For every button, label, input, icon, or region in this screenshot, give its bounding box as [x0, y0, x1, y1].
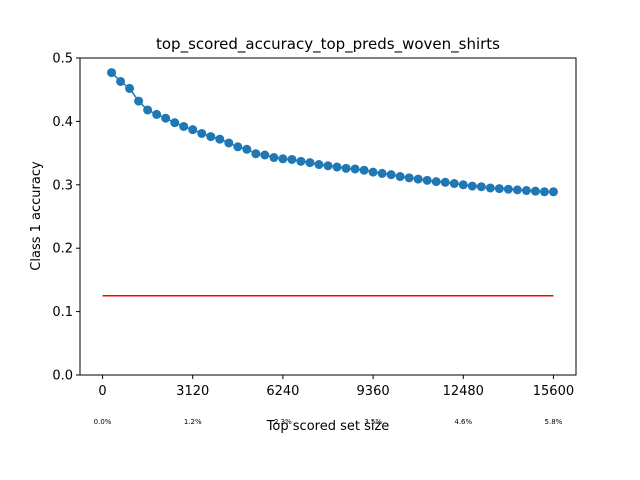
y-axis-label: Class 1 accuracy: [29, 161, 44, 271]
plot-area: [79, 57, 577, 376]
y-axis-ticks: 0.0 0.1 0.2 0.3 0.4 0.5: [52, 52, 80, 384]
data-point: [260, 150, 270, 160]
data-point: [431, 177, 441, 187]
data-point: [197, 128, 207, 138]
data-point: [215, 134, 225, 144]
data-point: [323, 161, 333, 171]
percent-label: 1.2%: [184, 418, 202, 426]
data-point: [467, 181, 477, 191]
data-point: [539, 187, 549, 197]
y-tick-label: 0.2: [52, 242, 73, 257]
x-tick-label: 9360: [357, 384, 390, 399]
percent-label: 5.8%: [545, 418, 563, 426]
data-point: [125, 83, 135, 93]
data-point: [188, 125, 198, 135]
data-point: [332, 162, 342, 172]
data-point: [152, 109, 162, 119]
data-point: [512, 185, 522, 195]
percent-label: 2.3%: [274, 418, 292, 426]
data-point: [251, 149, 261, 159]
data-point: [413, 174, 423, 184]
data-point: [269, 153, 279, 163]
data-point: [404, 173, 414, 183]
data-point: [161, 113, 171, 123]
data-point: [224, 138, 234, 148]
y-tick-label: 0.3: [52, 178, 73, 193]
data-point: [368, 167, 378, 177]
y-tick-label: 0.5: [52, 52, 73, 67]
data-point: [233, 142, 243, 152]
data-point: [107, 68, 117, 78]
data-point: [521, 186, 531, 196]
percent-label: 0.0%: [94, 418, 112, 426]
data-point: [134, 96, 144, 106]
data-point: [548, 187, 558, 197]
y-tick-label: 0.0: [52, 369, 73, 384]
data-point: [494, 184, 504, 194]
data-point: [287, 154, 297, 164]
data-point: [314, 160, 324, 170]
y-tick-label: 0.1: [52, 305, 73, 320]
data-point: [170, 118, 180, 128]
data-point: [143, 105, 153, 115]
data-point: [458, 180, 468, 190]
plot-frame: [79, 57, 577, 376]
x-tick-label: 15600: [533, 384, 574, 399]
x-tick-label: 6240: [266, 384, 299, 399]
secondary-x-labels: 0.0% 1.2% 2.3% 3.5% 4.6% 5.8%: [94, 418, 563, 426]
data-point: [116, 76, 126, 86]
data-point: [296, 156, 306, 166]
data-point: [377, 168, 387, 178]
data-point: [206, 132, 216, 142]
x-tick-label: 12480: [443, 384, 484, 399]
data-point: [485, 183, 495, 193]
data-point: [359, 165, 369, 175]
plot-background: [80, 58, 576, 375]
data-point: [386, 170, 396, 180]
y-tick-label: 0.4: [52, 115, 73, 130]
data-point: [449, 179, 459, 189]
data-point: [476, 182, 486, 192]
chart-title: top_scored_accuracy_top_preds_woven_shir…: [156, 35, 500, 54]
x-tick-label: 3120: [176, 384, 209, 399]
percent-label: 4.6%: [454, 418, 472, 426]
percent-label: 3.5%: [364, 418, 382, 426]
data-point: [305, 158, 315, 168]
data-point: [179, 121, 189, 131]
data-point: [242, 144, 252, 154]
data-point: [278, 154, 288, 164]
data-point: [440, 177, 450, 187]
data-point: [530, 186, 540, 196]
data-point: [395, 172, 405, 182]
data-point: [422, 175, 432, 185]
data-point: [341, 163, 351, 173]
x-tick-label: 0: [98, 384, 106, 399]
x-axis-ticks: 0 3120 6240 9360 12480 15600: [98, 375, 574, 399]
x-axis-label: Top scored set size: [266, 419, 390, 434]
data-point: [350, 164, 360, 174]
data-point: [503, 184, 513, 194]
